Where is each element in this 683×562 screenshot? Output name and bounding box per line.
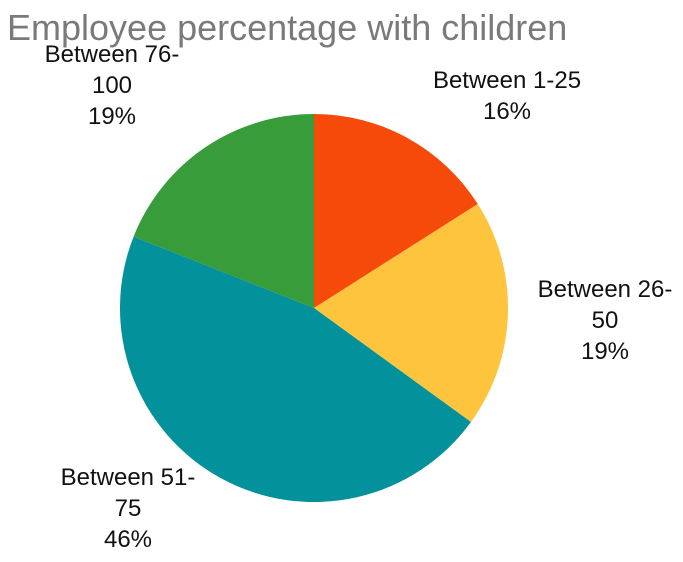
pie-slice-4 bbox=[133, 113, 314, 308]
pie-slice-label-line: 16% bbox=[483, 98, 531, 125]
pie-slice-label-4: Between 76- 100 19% bbox=[45, 41, 180, 130]
pie-slice-label-line: Between 1-25 bbox=[433, 67, 581, 94]
pie-slice-2 bbox=[314, 204, 509, 423]
pie-slice-label-line: Between 51- bbox=[61, 464, 196, 491]
pie-labels: Between 1-25 16% Between 26- 50 19% Between 5… bbox=[45, 41, 673, 553]
pie-slice-1 bbox=[314, 114, 478, 308]
pie-slice-label-line: Between 76- bbox=[45, 41, 180, 68]
pie-slice-label-line: 19% bbox=[88, 103, 136, 130]
pie-slice-label-line: Between 26- bbox=[538, 276, 673, 303]
pie-slice-label-line: 100 bbox=[92, 72, 132, 99]
pie-slice-label-3: Between 51- 75 46% bbox=[61, 464, 196, 553]
pie-slice-label-1: Between 1-25 16% bbox=[433, 67, 581, 125]
pie-slice-label-line: 19% bbox=[581, 338, 629, 365]
pie-slice-label-line: 46% bbox=[104, 526, 152, 553]
pie-slice-3 bbox=[119, 236, 471, 503]
chart-title: Employee percentage with children bbox=[7, 7, 567, 48]
pie-slice-label-line: 50 bbox=[592, 307, 619, 334]
pie-slices bbox=[119, 113, 509, 503]
pie-slice-label-2: Between 26- 50 19% bbox=[538, 276, 673, 365]
pie-slice-label-line: 75 bbox=[115, 495, 142, 522]
